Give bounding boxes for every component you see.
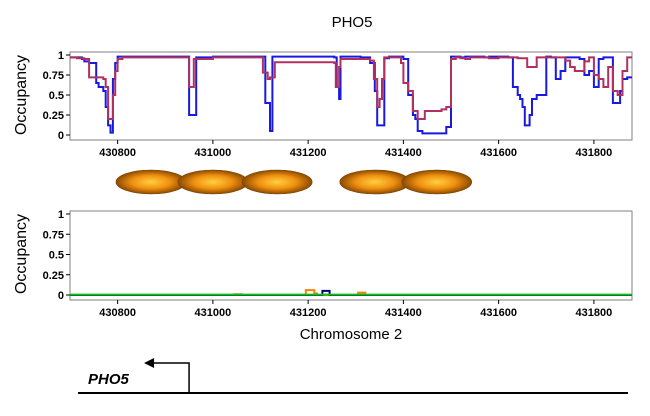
gene-arrowhead: [144, 358, 155, 368]
nucleosome: [115, 169, 187, 195]
top-series-group: [70, 55, 632, 135]
gene-tss-arrow: [152, 362, 190, 393]
top-x-tick-label: 431000: [195, 147, 232, 159]
top-x-tick-label: 431400: [385, 147, 422, 159]
top-x-tick-label: 431600: [480, 147, 517, 159]
bottom-x-tick-label: 431200: [290, 307, 327, 319]
top-y-axis-label: Occupancy: [13, 55, 30, 135]
bottom-x-tick-label: 431400: [385, 307, 422, 319]
top-crimson-series-line: [70, 56, 632, 120]
nucleosome: [401, 169, 473, 195]
bottom-y-tick-label: 1: [58, 209, 64, 221]
chart-title: PHO5: [332, 14, 373, 31]
bottom-series-group: [70, 289, 632, 296]
bottom-y-tick-label: 0: [58, 290, 64, 302]
top-y-axis: 0 0.25 0.5 0.75 1: [43, 50, 70, 142]
bottom-x-tick-label: 431000: [195, 307, 232, 319]
nucleosome: [339, 169, 411, 195]
bottom-x-tick-label: 430800: [99, 307, 136, 319]
gene-label: PHO5: [88, 371, 130, 388]
top-y-tick-label: 0.25: [43, 110, 64, 122]
top-y-tick-label: 0.75: [43, 70, 64, 82]
top-x-tick-label: 430800: [99, 147, 136, 159]
bottom-x-tick-label: 431600: [480, 307, 517, 319]
bottom-y-axis-label: Occupancy: [13, 214, 30, 294]
top-x-tick-label: 431800: [576, 147, 613, 159]
bottom-x-axis-label: Chromosome 2: [300, 326, 403, 343]
top-y-tick-label: 0: [58, 130, 64, 142]
nucleosome: [177, 169, 249, 195]
top-y-tick-label: 1: [58, 50, 64, 62]
top-panel: 00.250.50.751 430800 431000 431200 431400 43…: [13, 50, 633, 159]
top-x-axis: 430800 431000 431200 431400 431600 431800: [99, 140, 612, 159]
bottom-x-axis: 430800 431000 431200 431400 431600 431800: [99, 300, 612, 319]
bottom-y-tick-label: 0.25: [43, 270, 64, 282]
bottom-y-axis: 0 0.25 0.5 0.75 1: [43, 209, 70, 302]
bottom-y-tick-label: 0.75: [43, 229, 64, 241]
bottom-panel: 00.250.50.751 430800 431000 431200 431400 43…: [13, 209, 633, 343]
bottom-plot-frame: [69, 210, 633, 301]
top-x-tick-label: 431200: [290, 147, 327, 159]
nucleosome-track: [115, 169, 473, 195]
bottom-x-tick-label: 431800: [576, 307, 613, 319]
bottom-y-tick-label: 0.5: [49, 250, 64, 262]
gene-track: PHO5: [78, 358, 628, 394]
nucleosome: [241, 169, 313, 195]
top-y-tick-label: 0.5: [49, 90, 64, 102]
top-blue-series-line: [70, 55, 632, 135]
top-plot-frame: [69, 51, 633, 141]
